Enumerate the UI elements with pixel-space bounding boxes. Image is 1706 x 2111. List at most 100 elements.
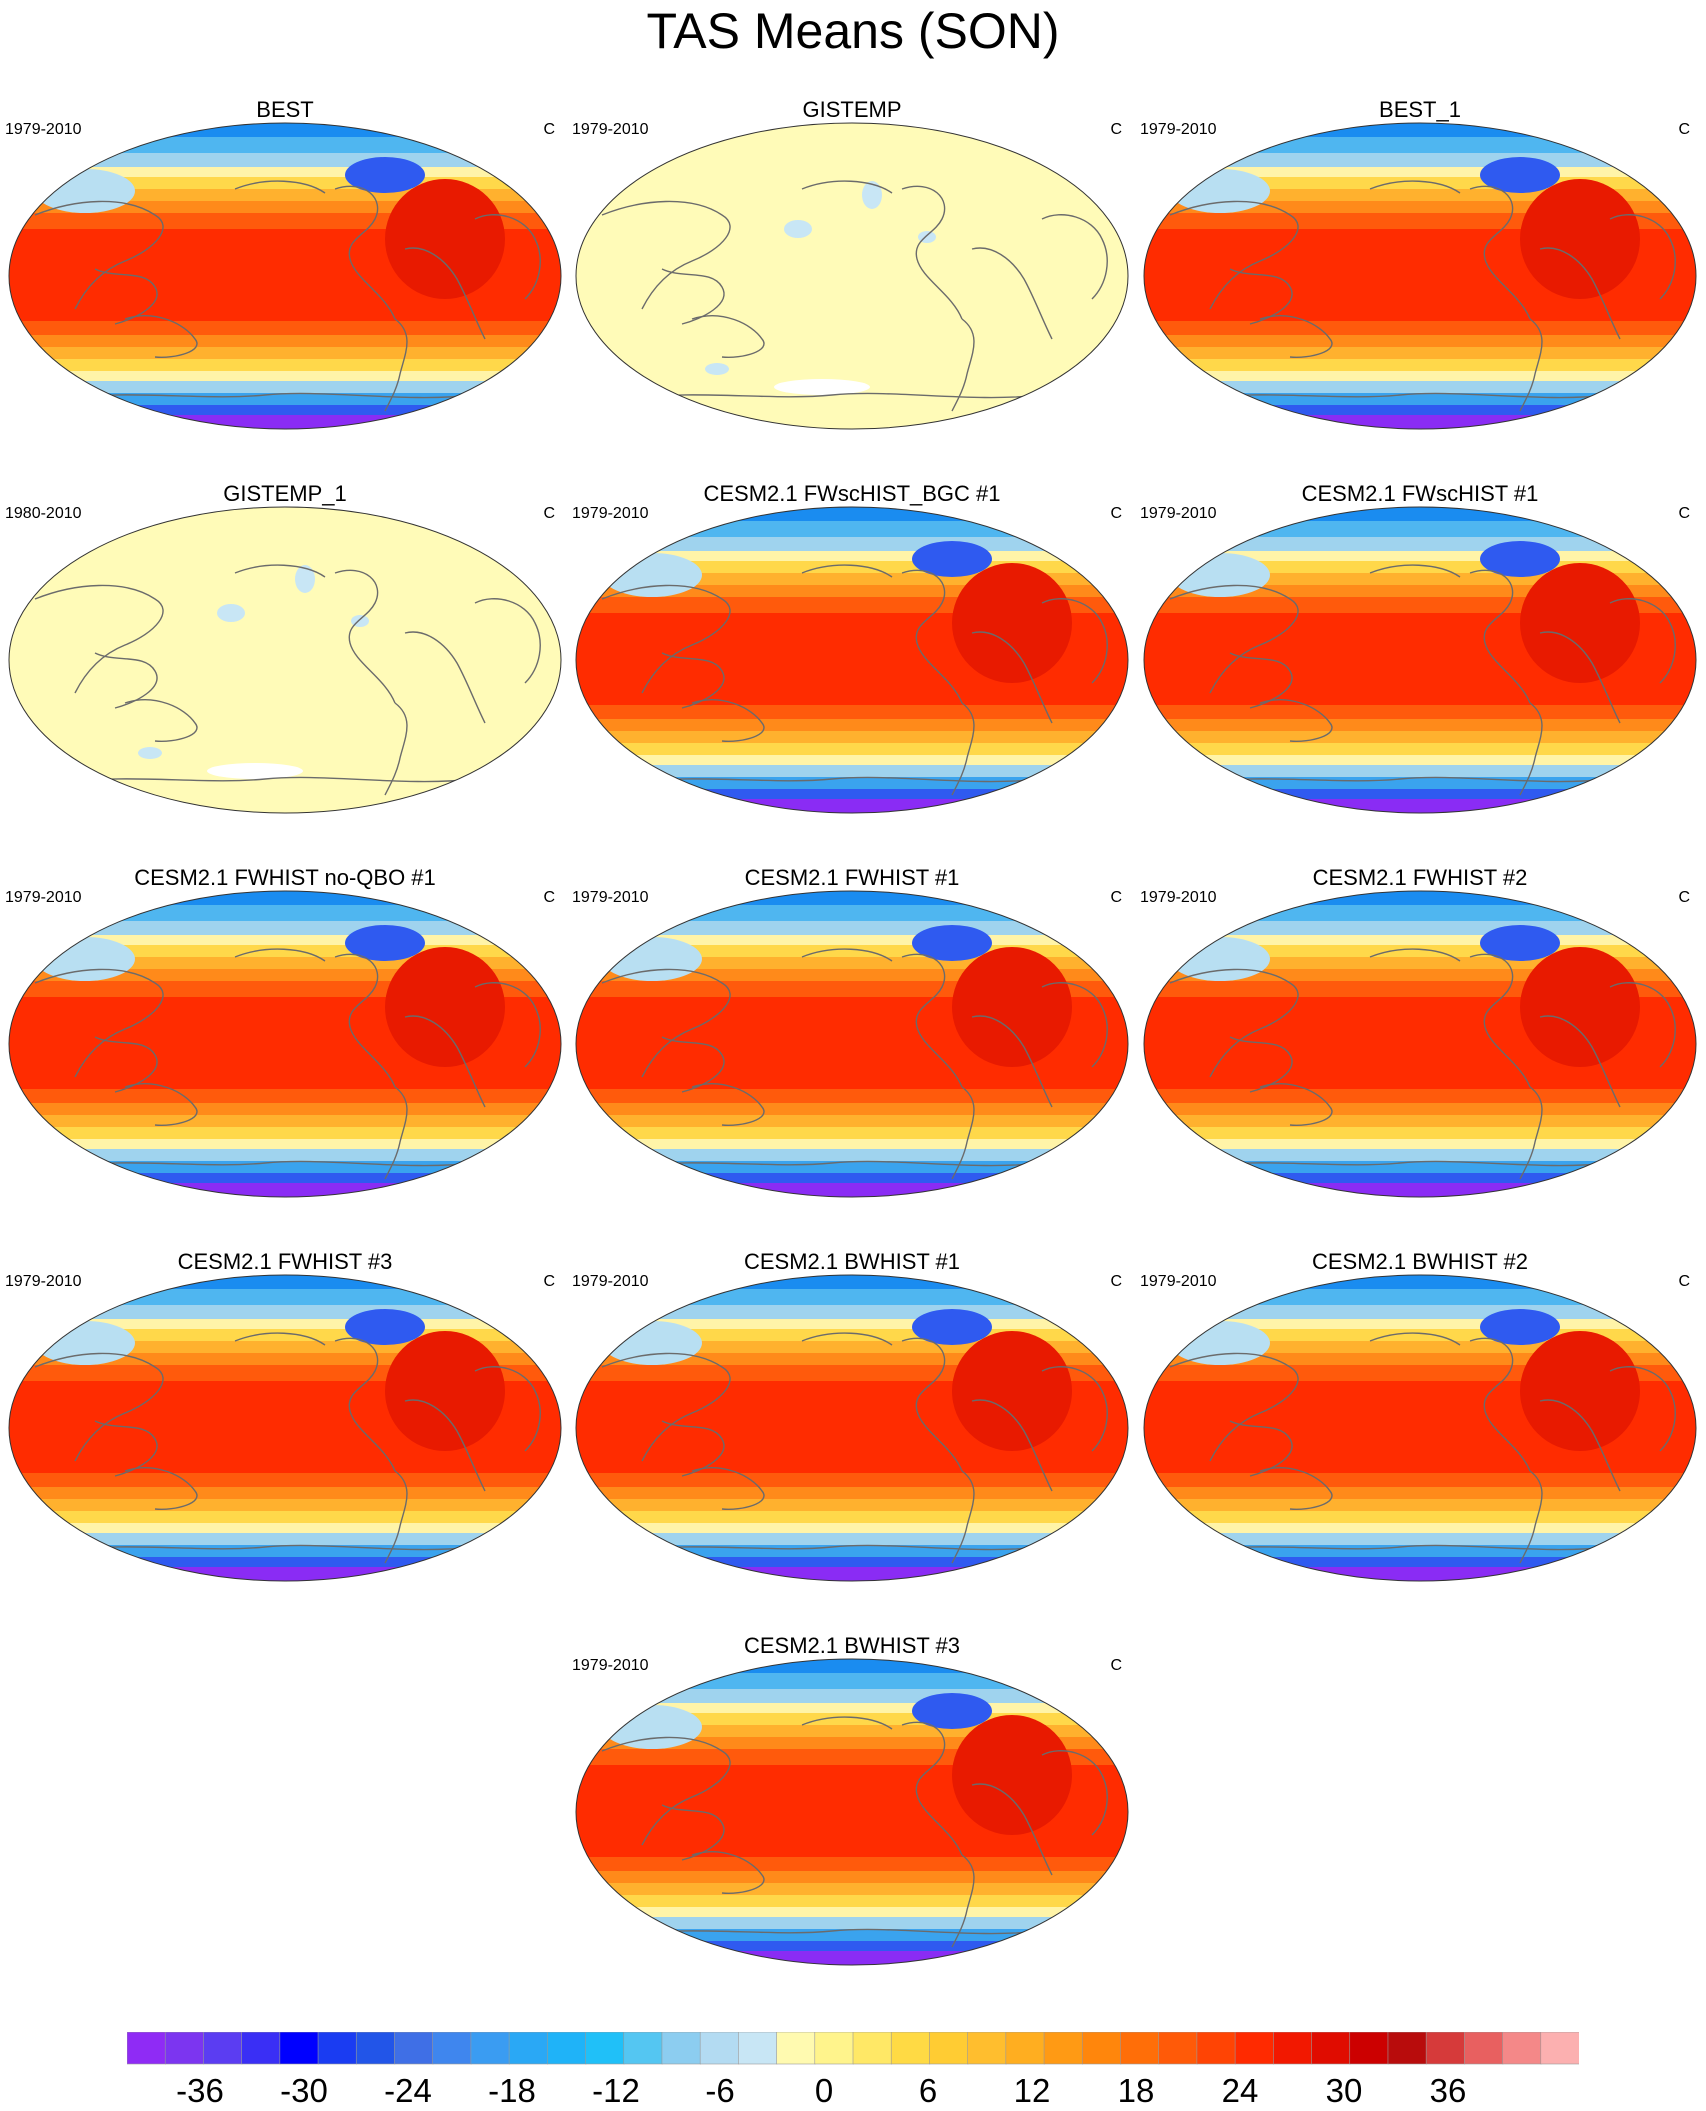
- panel-period: 1979-2010: [572, 1273, 649, 1290]
- panel-units: C: [543, 889, 555, 906]
- temperature-band: [576, 1523, 1128, 1534]
- panel-title: CESM2.1 FWHIST no-QBO #1: [134, 865, 436, 890]
- temperature-band: [1144, 1499, 1696, 1512]
- colorbar-swatches: [126, 2031, 1580, 2065]
- temperature-band: [576, 1895, 1128, 1908]
- coastline: [1519, 1086, 1543, 1180]
- temperature-band: [576, 1557, 1128, 1568]
- globe-outline: [1143, 506, 1697, 814]
- coastline: [1199, 776, 1611, 784]
- colorbar-swatch: [164, 2031, 205, 2065]
- colorbar-swatch: [1273, 2031, 1313, 2065]
- temperature-band: [1144, 1567, 1696, 1581]
- coastline: [801, 948, 893, 962]
- temperature-region: [1520, 947, 1640, 1067]
- robinson-map: [8, 890, 562, 1198]
- temperature-band: [9, 1499, 561, 1512]
- coastline: [384, 702, 408, 796]
- temperature-band: [9, 1319, 561, 1330]
- colorbar-swatch: [1464, 2031, 1504, 2065]
- temperature-band: [1144, 789, 1696, 800]
- robinson-map: [575, 890, 1129, 1198]
- page-title: TAS Means (SON): [646, 3, 1060, 59]
- coastline: [1169, 1352, 1299, 1462]
- temperature-region: [705, 363, 729, 375]
- temperature-region: [345, 925, 425, 961]
- globe-outline: [8, 122, 562, 430]
- colorbar-tick-label: -6: [705, 2072, 735, 2109]
- globe-outline: [575, 1658, 1129, 1966]
- temperature-band: [576, 1115, 1128, 1128]
- temperature-band: [9, 1523, 561, 1534]
- temperature-band: [576, 891, 1128, 906]
- globe-outline: [575, 1274, 1129, 1582]
- temperature-band: [576, 1305, 1128, 1320]
- coastline: [1469, 569, 1531, 704]
- temperature-region: [602, 553, 702, 597]
- temperature-region: [912, 1309, 992, 1345]
- coastline: [971, 1399, 1053, 1492]
- panel-units: C: [543, 121, 555, 138]
- coastline: [1169, 584, 1299, 694]
- temperature-field: [9, 891, 561, 1197]
- coastline: [631, 776, 1043, 784]
- temperature-band: [576, 1941, 1128, 1952]
- temperature-band: [1144, 371, 1696, 382]
- temperature-region: [912, 541, 992, 577]
- colorbar-tick-label: 12: [1013, 2072, 1051, 2109]
- temperature-region: [1170, 169, 1270, 213]
- panel-units: C: [1678, 1273, 1690, 1290]
- globe-outline: [1143, 122, 1697, 430]
- panel-units: C: [1110, 505, 1122, 522]
- temperature-band: [1144, 1487, 1696, 1500]
- colorbar-swatch: [1349, 2031, 1389, 2065]
- temperature-band: [576, 765, 1128, 778]
- temperature-band: [1144, 393, 1696, 406]
- robinson-map: [8, 506, 562, 814]
- temperature-band: [576, 743, 1128, 756]
- colorbar-swatch: [394, 2031, 434, 2065]
- temperature-band: [1144, 347, 1696, 360]
- coastline: [901, 953, 963, 1088]
- temperature-band: [1144, 1089, 1696, 1104]
- temperature-band: [1144, 1289, 1696, 1306]
- colorbar-swatch: [967, 2031, 1007, 2065]
- robinson-map: [1143, 506, 1697, 814]
- colorbar-swatch: [1502, 2031, 1542, 2065]
- coastline: [971, 631, 1053, 724]
- coastline: [951, 702, 975, 796]
- temperature-band: [576, 1319, 1128, 1330]
- temperature-field: [576, 123, 1128, 429]
- colorbar-swatch: [1234, 2031, 1275, 2065]
- temperature-field: [9, 507, 561, 813]
- temperature-band: [1144, 537, 1696, 552]
- coastline: [801, 180, 893, 194]
- colorbar: -36 -30 -24 -18 -12 -6 0 6 12 18 24 30 36: [126, 2031, 1580, 2109]
- colorbar-swatch: [585, 2031, 625, 2065]
- colorbar-tick-label: 30: [1325, 2072, 1363, 2109]
- coastline: [801, 1332, 893, 1346]
- temperature-band: [576, 731, 1128, 744]
- temperature-band: [9, 1567, 561, 1581]
- temperature-band: [1144, 905, 1696, 922]
- colorbar-swatch: [126, 2031, 167, 2065]
- temperature-band: [576, 1951, 1128, 1965]
- temperature-field: [576, 507, 1128, 813]
- temperature-band: [1144, 359, 1696, 372]
- temperature-band: [1144, 405, 1696, 416]
- temperature-band: [9, 1149, 561, 1162]
- map-panel-gistemp: GISTEMP 1979-2010 C: [572, 97, 1132, 447]
- temperature-band: [576, 1673, 1128, 1690]
- coastline: [901, 1721, 963, 1856]
- map-panel-fwhist-no-qbo-1: CESM2.1 FWHIST no-QBO #1 1979-2010 C: [5, 865, 565, 1215]
- temperature-band: [1144, 1473, 1696, 1488]
- temperature-band: [576, 755, 1128, 766]
- temperature-region: [952, 563, 1072, 683]
- coastline: [601, 1352, 731, 1462]
- coastline: [124, 315, 198, 359]
- coastline: [691, 315, 765, 359]
- temperature-band: [9, 393, 561, 406]
- temperature-band: [9, 1487, 561, 1500]
- coastline: [1469, 953, 1531, 1088]
- panel-units: C: [1678, 889, 1690, 906]
